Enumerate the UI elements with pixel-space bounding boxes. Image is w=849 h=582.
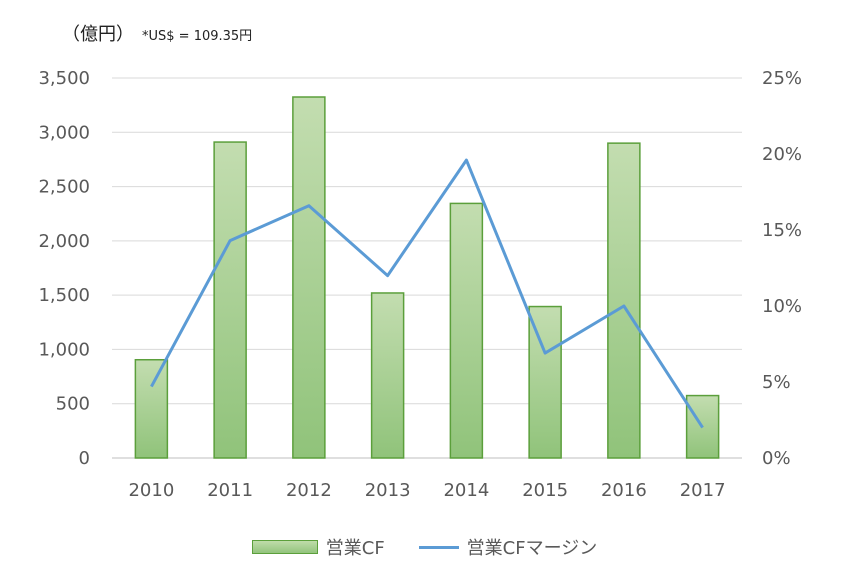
left-tick-label: 500 (56, 394, 90, 415)
x-tick-label: 2016 (601, 480, 647, 501)
line-series (150, 158, 704, 429)
bar-2015 (528, 305, 562, 459)
right-tick-label: 0% (762, 448, 791, 469)
legend-line-swatch (418, 545, 459, 549)
bar-2011 (213, 141, 247, 459)
legend-item-bar: 営業CF (251, 534, 385, 560)
x-tick-label: 2014 (443, 480, 489, 501)
chart: 0 500 1,000 1,500 2,000 2,500 3,000 3,500 0% 5% 1… (38, 68, 802, 501)
legend-item-line: 営業CFマージン (418, 534, 598, 560)
bar-2012 (292, 96, 326, 459)
bar-2013 (370, 292, 405, 459)
unit-label: （億円） (62, 24, 134, 45)
x-tick-label: 2013 (365, 480, 411, 501)
left-tick-label: 3,500 (38, 68, 90, 89)
x-axis-ticks: 2010 2011 2012 2013 2014 2015 2016 2017 (128, 480, 725, 501)
right-tick-label: 15% (762, 220, 802, 241)
right-tick-label: 10% (762, 296, 802, 317)
right-tick-label: 25% (762, 68, 802, 89)
x-tick-label: 2017 (680, 480, 726, 501)
x-tick-label: 2011 (207, 480, 253, 501)
x-tick-label: 2015 (522, 480, 568, 501)
left-axis-ticks: 0 500 1,000 1,500 2,000 2,500 3,000 3,500 (38, 68, 90, 469)
bar-2014 (449, 202, 484, 459)
bar-2010 (134, 358, 169, 459)
left-tick-label: 1,500 (38, 285, 90, 306)
right-axis-ticks: 0% 5% 10% 15% 20% 25% (762, 68, 802, 469)
unit-note: （億円） *US$ = 109.35円 (62, 20, 252, 46)
legend-line-label: 営業CFマージン (466, 538, 598, 559)
bar-2016 (607, 142, 641, 459)
left-tick-label: 2,000 (38, 231, 90, 252)
exchange-rate-note: *US$ = 109.35円 (142, 29, 253, 44)
margin-line (150, 158, 704, 429)
legend-bar-swatch (251, 540, 318, 554)
legend: 営業CF 営業CFマージン (0, 534, 849, 560)
left-tick-label: 1,000 (38, 339, 90, 360)
x-tick-label: 2012 (286, 480, 332, 501)
left-tick-label: 0 (79, 448, 90, 469)
left-tick-label: 3,000 (38, 122, 90, 143)
right-tick-label: 20% (762, 144, 802, 165)
legend-bar-label: 営業CF (325, 538, 385, 559)
bar-series (134, 96, 720, 459)
left-tick-label: 2,500 (38, 177, 90, 198)
right-tick-label: 5% (762, 372, 791, 393)
x-tick-label: 2010 (128, 480, 174, 501)
grid-lines (112, 77, 742, 459)
